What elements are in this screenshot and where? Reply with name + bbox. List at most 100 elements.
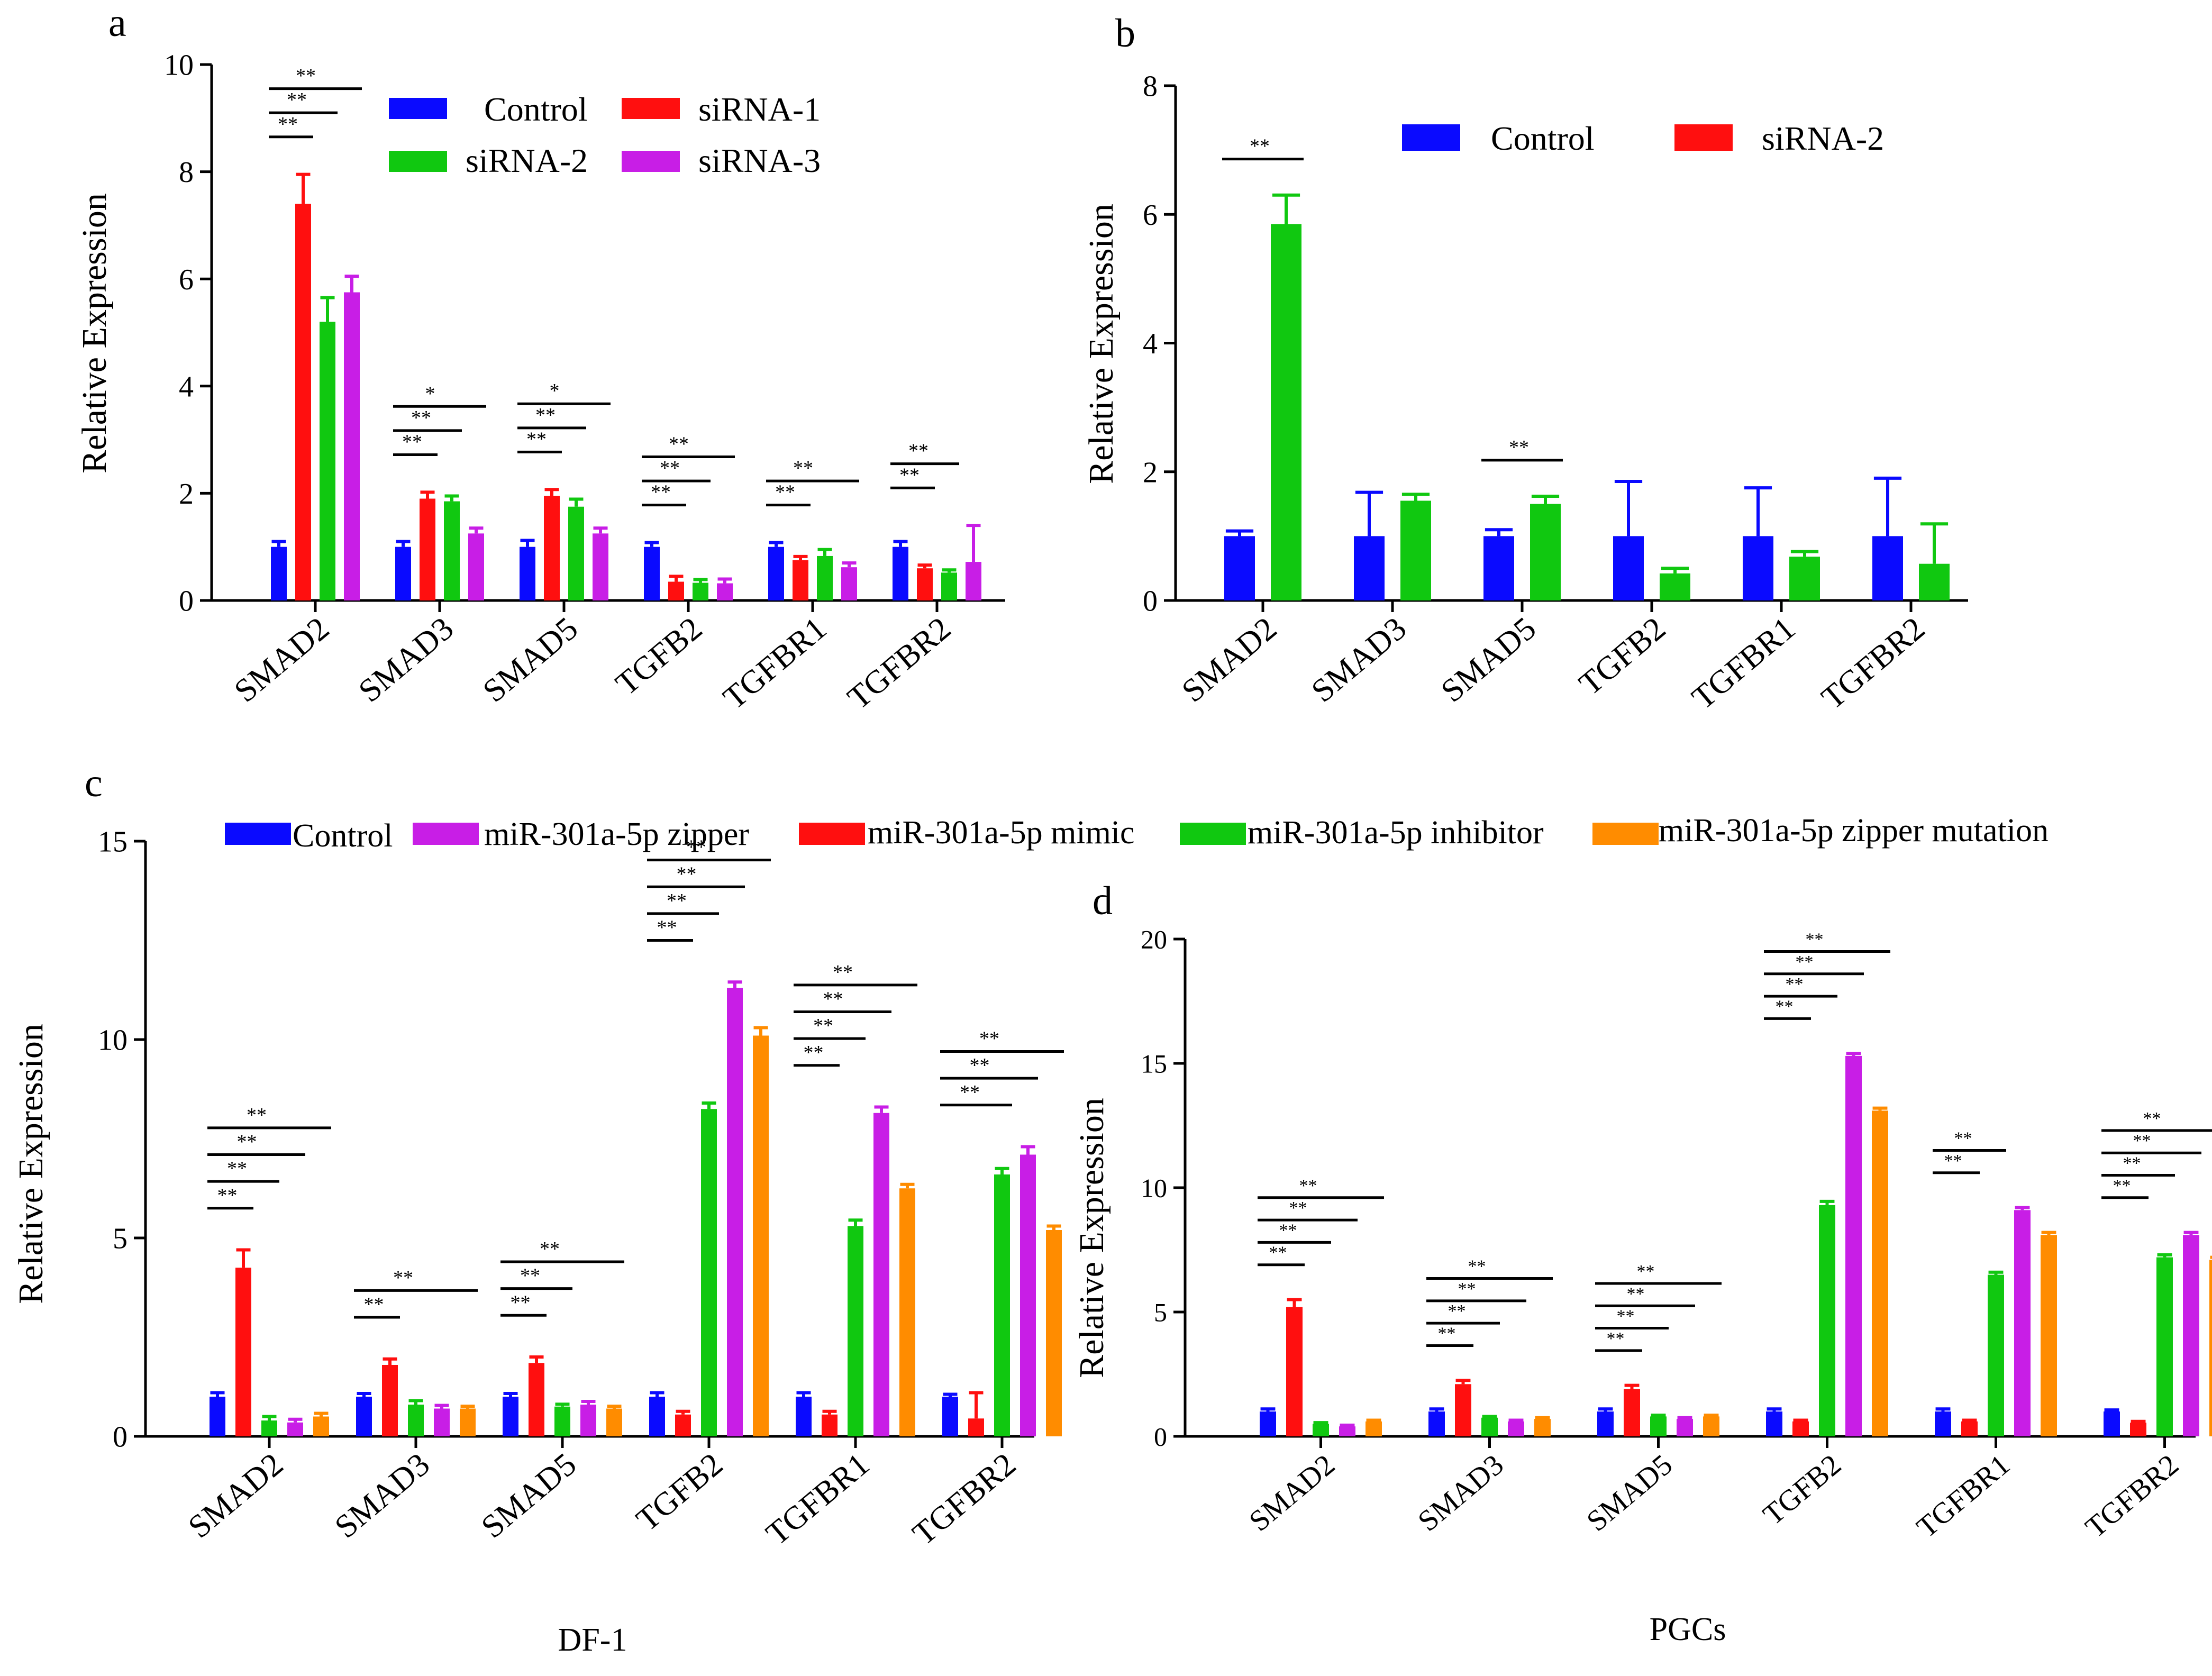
panel-c-significance-stars: **	[667, 890, 687, 912]
panel-d-bar-mir-301a-5p-zipper-mutation	[2209, 1260, 2212, 1436]
panel-c-bar-mir-301a-5p-inhibitor	[848, 1226, 863, 1436]
panel-b-bar-sirna-2	[1400, 500, 1431, 600]
panel-d-y-tick-label: 5	[1154, 1298, 1167, 1327]
panel-a-y-tick-label: 2	[179, 478, 194, 511]
panel-c-significance-stars: **	[237, 1131, 257, 1153]
panel-d-bar-mir-301a-5p-inhibitor	[1988, 1274, 2004, 1436]
panel-a-significance-stars: **	[535, 404, 556, 426]
panel-d-bar-mir-301a-5p-zipper	[1845, 1055, 1862, 1436]
panel-c-category-label: SMAD5	[475, 1446, 583, 1545]
panel-c-xlabel: DF-1	[558, 1622, 627, 1658]
panel-d-bar-mir-301a-5p-zipper-mutation	[1366, 1421, 1382, 1436]
panel-d-significance-stars: **	[1299, 1176, 1317, 1196]
panel-b-bar-control	[1872, 536, 1903, 600]
legend-label-control: Control	[293, 818, 393, 854]
panel-a-significance-stars: **	[287, 89, 307, 111]
panel-d-bar-control	[1260, 1411, 1276, 1436]
panel-d-bar-mir-301a-5p-zipper-mutation	[1534, 1419, 1551, 1436]
panel-d-bar-mir-301a-5p-inhibitor	[1481, 1417, 1498, 1436]
panel-c-significance-stars: **	[364, 1294, 384, 1316]
panel-d-bar-mir-301a-5p-mimic	[1624, 1389, 1640, 1436]
panel-d-significance-stars: **	[1448, 1301, 1466, 1321]
panel-d-category-label: TGFBR2	[2079, 1448, 2185, 1544]
panel-d-significance-stars: **	[1786, 974, 1804, 994]
panel-d-significance-stars: **	[1438, 1324, 1456, 1343]
panel-c-significance-stars: **	[813, 1015, 833, 1037]
legend-a-label-sirna-3: siRNA-3	[698, 142, 821, 179]
panel-a-bar-sirna-2	[320, 322, 335, 600]
panel-a-category-label: SMAD5	[476, 611, 585, 709]
panel-b-bar-sirna-2	[1271, 224, 1301, 600]
panel-a-significance-stars: **	[899, 464, 920, 486]
panel-a-bar-control	[271, 546, 287, 600]
panel-d-significance-stars: **	[1627, 1284, 1645, 1304]
panel-b-y-tick-label: 4	[1143, 327, 1158, 360]
panel-a-significance-stars: **	[660, 457, 680, 479]
panel-c-y-tick-label: 15	[98, 826, 128, 859]
panel-d-significance-stars: **	[1806, 930, 1824, 950]
panel-a-significance-stars: **	[411, 407, 431, 429]
panel-a-bar-sirna-2	[817, 555, 833, 600]
panel-b-bar-control	[1483, 536, 1514, 600]
panel-b-bar-control	[1354, 536, 1385, 600]
panel-c-bar-control	[210, 1397, 225, 1436]
panel-a-y-tick-label: 0	[179, 585, 194, 618]
panel-a-significance-stars: **	[278, 113, 298, 135]
panel-a-y-tick-label: 8	[179, 156, 194, 189]
panel-c-bar-control	[649, 1397, 665, 1436]
panel-c-bar-mir-301a-5p-zipper	[434, 1408, 450, 1436]
panel-c-significance-stars: **	[540, 1238, 560, 1260]
panel-a-bar-sirna-1	[295, 204, 311, 600]
panel-c-significance-stars: **	[823, 988, 843, 1010]
panel-a-bar-sirna-2	[693, 582, 708, 600]
panel-c-category-label: TGFBR2	[906, 1446, 1023, 1552]
panel-a-significance-stars: **	[793, 457, 813, 479]
panel-c-y-tick-label: 0	[113, 1421, 128, 1454]
panel-d-bar-mir-301a-5p-inhibitor	[1819, 1205, 1835, 1436]
panel-d-bar-mir-301a-5p-zipper	[1339, 1426, 1355, 1436]
panel-c-significance-stars: **	[686, 836, 706, 859]
panel-a-bar-sirna-2	[444, 501, 460, 600]
panel-a-bar-sirna-3	[841, 567, 857, 600]
panel-c-bar-mir-301a-5p-zipper-mutation	[1046, 1230, 1062, 1436]
panel-d-significance-stars: **	[1607, 1329, 1625, 1349]
panel-c-bar-mir-301a-5p-inhibitor	[554, 1406, 570, 1436]
panel-a-category-label: TGFBR1	[716, 611, 833, 716]
panel-b-category-label: TGFBR2	[1815, 611, 1932, 716]
panel-a-significance-stars: *	[550, 380, 560, 402]
panel-c-bar-mir-301a-5p-inhibitor	[408, 1405, 424, 1436]
panel-c-significance-stars: **	[520, 1265, 540, 1287]
panel-b-y-tick-label: 2	[1143, 456, 1158, 489]
panel-a-bar-sirna-1	[917, 568, 933, 600]
panel-d-bar-mir-301a-5p-zipper	[1508, 1421, 1524, 1436]
panel-b-category-label: SMAD2	[1175, 611, 1283, 709]
panel-d-bar-mir-301a-5p-zipper-mutation	[1872, 1110, 1888, 1436]
panel-d-bar-mir-301a-5p-mimic	[1961, 1421, 1978, 1436]
panel-b-ylabel: Relative Expression	[1082, 204, 1121, 484]
panel-c-bar-control	[796, 1397, 812, 1436]
panel-d-significance-stars: **	[1269, 1243, 1287, 1263]
panel-d-bar-mir-301a-5p-inhibitor	[2156, 1257, 2173, 1436]
legend-b-swatch-control	[1402, 124, 1460, 151]
panel-a-bar-sirna-1	[420, 498, 435, 600]
legend-a-swatch-sirna-2	[389, 151, 447, 172]
panel-c-significance-stars: **	[657, 917, 677, 939]
panel-d-significance-stars: **	[1458, 1279, 1476, 1299]
panel-d-y-tick-label: 0	[1154, 1422, 1167, 1452]
panel-b-bar-sirna-2	[1530, 504, 1561, 600]
panel-c-bar-mir-301a-5p-zipper	[1020, 1154, 1036, 1436]
panel-a-y-tick-label: 10	[164, 49, 194, 82]
panel-b-y-tick-label: 0	[1143, 585, 1158, 618]
panel-d-letter: d	[1093, 879, 1113, 923]
panel-d-bar-mir-301a-5p-inhibitor	[1650, 1416, 1667, 1436]
panel-b-letter: b	[1115, 11, 1135, 56]
panel-c-bar-mir-301a-5p-zipper	[873, 1113, 889, 1436]
legend-b-label-sirna-2: siRNA-2	[1762, 120, 1884, 157]
panel-a-bar-control	[893, 546, 908, 600]
panel-a-ylabel: Relative Expression	[75, 193, 114, 473]
panel-c-bar-mir-301a-5p-mimic	[235, 1268, 251, 1436]
panel-b-significance-stars: **	[1509, 436, 1529, 459]
panel-c-significance-stars: **	[833, 961, 853, 983]
panel-d-bar-mir-301a-5p-zipper-mutation	[1703, 1416, 1719, 1436]
